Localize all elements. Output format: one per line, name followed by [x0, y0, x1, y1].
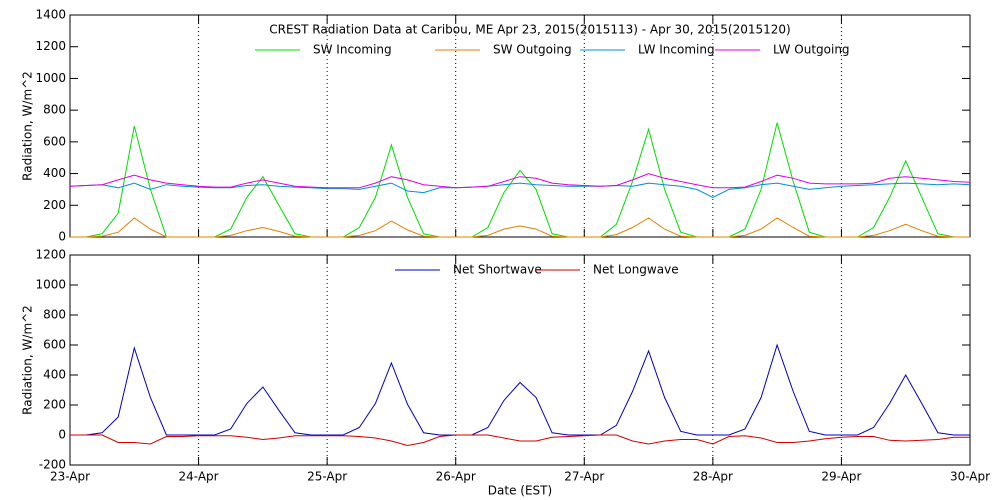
series-line: [69, 182, 971, 198]
x-tick-label: 26-Apr: [436, 470, 476, 484]
y-tick-label: 400: [43, 166, 66, 180]
x-tick-label: 23-Apr: [50, 470, 90, 484]
series-line: [69, 173, 971, 189]
x-axis-label: Date (EST): [488, 484, 552, 498]
legend-label: SW Outgoing: [493, 43, 572, 57]
y-tick-label: 200: [43, 198, 66, 212]
y-tick-label: 200: [43, 398, 66, 412]
y-tick-label: 1000: [35, 71, 66, 85]
series-line: [70, 122, 970, 238]
x-tick-label: 30-Apr: [950, 470, 990, 484]
x-tick-label: 25-Apr: [307, 470, 347, 484]
y-tick-label: 1200: [35, 248, 66, 262]
y-tick-label: 400: [43, 368, 66, 382]
x-tick-label: 28-Apr: [693, 470, 733, 484]
series-line: [70, 343, 970, 436]
legend-label: SW Incoming: [313, 43, 392, 57]
legend-label: Net Shortwave: [453, 263, 542, 277]
legend-label: Net Longwave: [593, 263, 679, 277]
x-tick-label: 27-Apr: [564, 470, 604, 484]
y-tick-label: 1000: [35, 278, 66, 292]
plot-frame: [69, 14, 971, 238]
x-tick-label: 24-Apr: [179, 470, 219, 484]
y-axis-label: Radiation, W/m^2: [21, 71, 35, 181]
x-tick-label: 29-Apr: [821, 470, 861, 484]
y-tick-label: 1400: [35, 8, 66, 22]
y-tick-label: 600: [43, 134, 66, 148]
plot-frame: [69, 254, 971, 466]
y-tick-label: 1200: [35, 39, 66, 53]
chart-title: CREST Radiation Data at Caribou, ME Apr …: [269, 23, 790, 37]
y-tick-label: 0: [58, 230, 66, 244]
y-tick-label: -200: [39, 458, 66, 472]
series-line: [70, 217, 970, 238]
y-tick-label: 800: [43, 308, 66, 322]
y-tick-label: 600: [43, 338, 66, 352]
legend-label: LW Outgoing: [773, 43, 850, 57]
series-line: [70, 434, 970, 447]
y-tick-label: 800: [43, 103, 66, 117]
y-axis-label: Radiation, W/m^2: [21, 305, 35, 415]
legend-label: LW Incoming: [638, 43, 715, 57]
y-tick-label: 0: [58, 428, 66, 442]
